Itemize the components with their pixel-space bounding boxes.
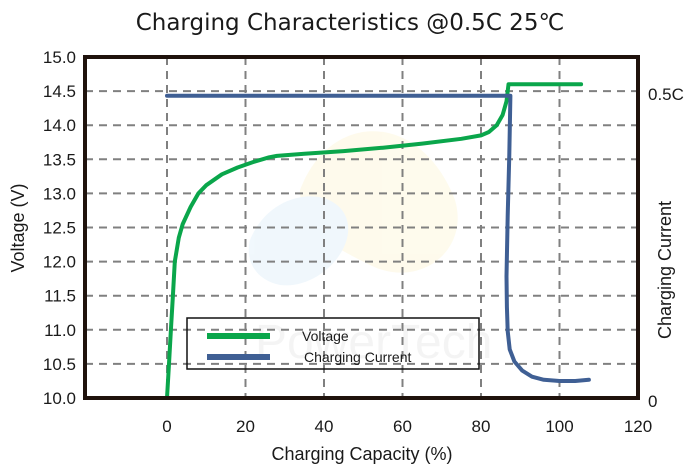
y-tick-label: 15.0 [43, 48, 76, 67]
y2-tick-label: 0 [648, 392, 657, 411]
x-tick-label: 40 [315, 417, 334, 436]
series-line-voltage [165, 82, 584, 400]
x-tick-label: 80 [472, 417, 491, 436]
x-tick-label: 20 [236, 417, 255, 436]
legend-box [186, 317, 480, 370]
y-tick-label: 10.5 [43, 355, 76, 374]
legend-label-charging-current: Charging Current [304, 349, 411, 365]
series-layer [165, 82, 591, 400]
y-tick-label: 10.0 [43, 389, 76, 408]
y-tick-label: 13.5 [43, 150, 76, 169]
legend-label-voltage: Voltage [302, 328, 349, 344]
watermark-logo: PowerTech [248, 131, 492, 369]
y-tick-label: 13.0 [43, 184, 76, 203]
legend: Voltage Charging Current [186, 317, 480, 370]
y-tick-label: 12.0 [43, 253, 76, 272]
y2-axis-label: Charging Current [655, 201, 675, 339]
tick-labels: 0 20 40 60 80 100 120 10.0 10.5 11.0 11.5 12.0 12.5 1… [43, 48, 684, 436]
svg-text:PowerTech: PowerTech [255, 316, 492, 369]
plot-frame [83, 55, 640, 400]
y2-tick-label: 0.5C [648, 85, 684, 104]
y-tick-label: 12.5 [43, 219, 76, 238]
chart-title: Charging Characteristics @0.5C 25℃ [136, 10, 565, 36]
y-tick-label: 14.5 [43, 82, 76, 101]
y-axis-label: Voltage (V) [8, 183, 28, 272]
x-tick-label: 120 [624, 417, 652, 436]
y-tick-label: 11.5 [44, 287, 76, 306]
grid-lines [85, 57, 638, 398]
x-tick-label: 60 [393, 417, 412, 436]
x-tick-label: 0 [162, 417, 171, 436]
y-tick-label: 14.0 [43, 116, 76, 135]
x-axis-label: Charging Capacity (%) [271, 444, 452, 464]
x-tick-label: 100 [545, 417, 573, 436]
series-line-charging-current [165, 93, 591, 383]
y-tick-label: 11.0 [44, 321, 76, 340]
